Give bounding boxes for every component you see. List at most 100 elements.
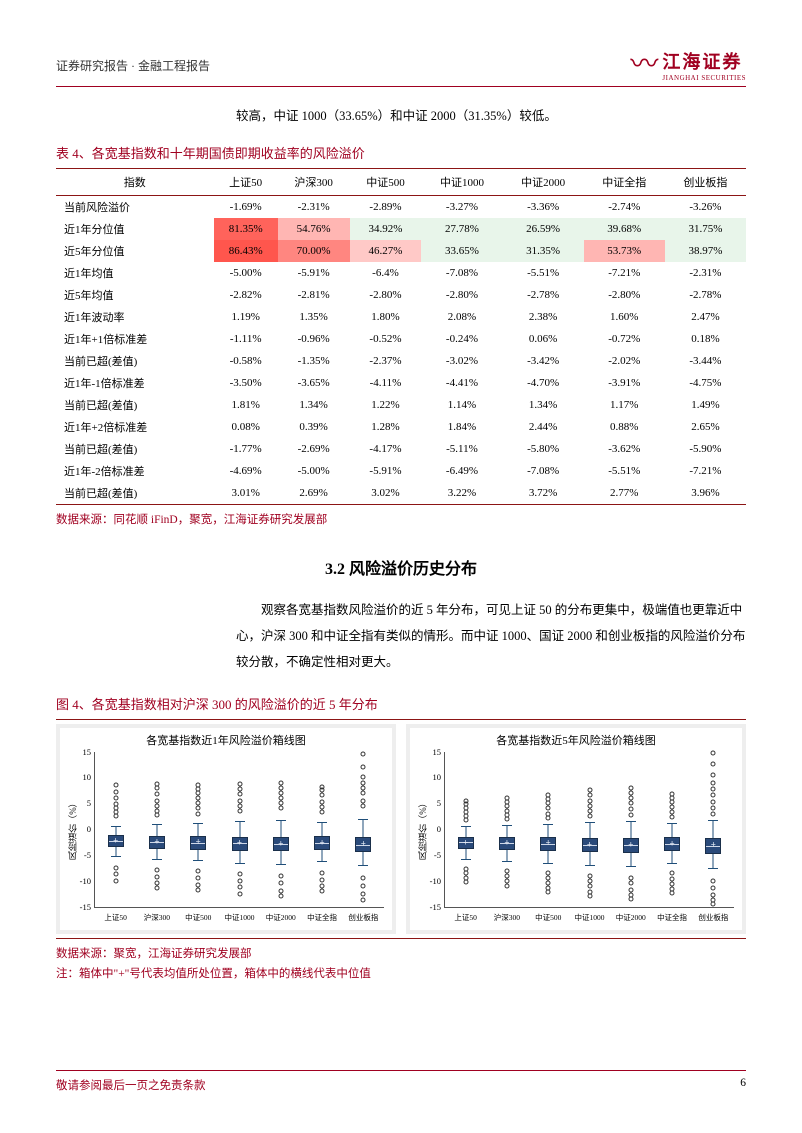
table-header-cell: 中证500 xyxy=(350,168,422,195)
table-row: 当前已超(差值)1.81%1.34%1.22%1.14%1.34%1.17%1.… xyxy=(56,394,746,416)
y-tick-label: 5 xyxy=(65,798,91,808)
table-cell: -0.58% xyxy=(214,350,278,372)
table-row: 近1年分位值81.35%54.76%34.92%27.78%26.59%39.6… xyxy=(56,218,746,240)
logo-swoosh-icon: 〰 xyxy=(630,55,658,75)
box-whisker: + xyxy=(230,752,250,907)
table-cell: -0.52% xyxy=(350,328,422,350)
row-label: 近1年分位值 xyxy=(56,218,214,240)
box-whisker: + xyxy=(147,752,167,907)
table-cell: -7.08% xyxy=(503,460,584,482)
chart-inner-title: 各宽基指数近1年风险溢价箱线图 xyxy=(60,728,392,748)
table-cell: -3.27% xyxy=(421,195,502,218)
table-cell: 1.14% xyxy=(421,394,502,416)
table-cell: 3.01% xyxy=(214,482,278,505)
table-cell: 81.35% xyxy=(214,218,278,240)
table-row: 近1年-1倍标准差-3.50%-3.65%-4.11%-4.41%-4.70%-… xyxy=(56,372,746,394)
box-whisker: + xyxy=(662,752,682,907)
x-tick-label: 中证2000 xyxy=(266,912,296,923)
table-cell: 34.92% xyxy=(350,218,422,240)
table-header-cell: 中证全指 xyxy=(584,168,665,195)
intro-text: 较高，中证 1000（33.65%）和中证 2000（31.35%）较低。 xyxy=(56,105,746,143)
table-cell: 1.81% xyxy=(214,394,278,416)
page-header: 证券研究报告 · 金融工程报告 〰 江海证券 JIANGHAI SECURITI… xyxy=(56,48,746,87)
table-cell: -5.11% xyxy=(421,438,502,460)
box-whisker: + xyxy=(538,752,558,907)
y-tick-label: -15 xyxy=(65,902,91,912)
table-row: 近1年波动率1.19%1.35%1.80%2.08%2.38%1.60%2.47… xyxy=(56,306,746,328)
table-cell: 0.18% xyxy=(665,328,746,350)
table-header-cell: 上证50 xyxy=(214,168,278,195)
table-cell: 1.60% xyxy=(584,306,665,328)
page-number: 6 xyxy=(740,1077,746,1093)
table-cell: -7.08% xyxy=(421,262,502,284)
y-tick-label: 15 xyxy=(415,747,441,757)
table-cell: 3.02% xyxy=(350,482,422,505)
table-cell: 1.28% xyxy=(350,416,422,438)
table-cell: 31.75% xyxy=(665,218,746,240)
table-cell: -3.44% xyxy=(665,350,746,372)
table-cell: 2.77% xyxy=(584,482,665,505)
table-cell: -3.02% xyxy=(421,350,502,372)
table-cell: -2.89% xyxy=(350,195,422,218)
table-cell: -2.37% xyxy=(350,350,422,372)
table-cell: 2.65% xyxy=(665,416,746,438)
table-cell: -4.17% xyxy=(350,438,422,460)
table-cell: 1.34% xyxy=(278,394,350,416)
table-row: 近1年均值-5.00%-5.91%-6.4%-7.08%-5.51%-7.21%… xyxy=(56,262,746,284)
table-cell: 46.27% xyxy=(350,240,422,262)
table-cell: -2.80% xyxy=(584,284,665,306)
table-cell: 2.44% xyxy=(503,416,584,438)
table-cell: -5.91% xyxy=(278,262,350,284)
x-tick-label: 中证全指 xyxy=(307,912,337,923)
table-cell: -0.24% xyxy=(421,328,502,350)
box-whisker: + xyxy=(188,752,208,907)
table-cell: 33.65% xyxy=(421,240,502,262)
row-label: 近1年均值 xyxy=(56,262,214,284)
boxplot-chart: 各宽基指数近1年风险溢价箱线图风险溢价（%）-15-10-5051015上证50… xyxy=(56,724,396,934)
y-tick-label: 10 xyxy=(65,772,91,782)
chart-inner-title: 各宽基指数近5年风险溢价箱线图 xyxy=(410,728,742,748)
risk-premium-table: 指数上证50沪深300中证500中证1000中证2000中证全指创业板指 当前风… xyxy=(56,168,746,505)
table-cell: 54.76% xyxy=(278,218,350,240)
boxplot-chart: 各宽基指数近5年风险溢价箱线图风险溢价（%）-15-10-5051015上证50… xyxy=(406,724,746,934)
table-cell: -2.80% xyxy=(421,284,502,306)
table-cell: 3.22% xyxy=(421,482,502,505)
breadcrumb: 证券研究报告 · 金融工程报告 xyxy=(56,57,210,74)
table-row: 近5年分位值86.43%70.00%46.27%33.65%31.35%53.7… xyxy=(56,240,746,262)
x-tick-label: 中证全指 xyxy=(657,912,687,923)
table-cell: -5.91% xyxy=(350,460,422,482)
table-cell: 70.00% xyxy=(278,240,350,262)
box-whisker: + xyxy=(312,752,332,907)
table-cell: -1.35% xyxy=(278,350,350,372)
table-title: 表 4、各宽基指数和十年期国债即期收益率的风险溢价 xyxy=(56,143,746,162)
table-cell: -5.90% xyxy=(665,438,746,460)
y-tick-label: -10 xyxy=(65,876,91,886)
table-cell: 1.34% xyxy=(503,394,584,416)
table-row: 近1年-2倍标准差-4.69%-5.00%-5.91%-6.49%-7.08%-… xyxy=(56,460,746,482)
box-whisker: + xyxy=(353,752,373,907)
table-cell: 1.17% xyxy=(584,394,665,416)
table-cell: 0.88% xyxy=(584,416,665,438)
table-cell: -2.78% xyxy=(665,284,746,306)
table-cell: 1.49% xyxy=(665,394,746,416)
x-tick-label: 中证1000 xyxy=(575,912,605,923)
y-tick-label: -15 xyxy=(415,902,441,912)
x-tick-label: 沪深300 xyxy=(494,912,520,923)
table-cell: -5.80% xyxy=(503,438,584,460)
table-cell: 53.73% xyxy=(584,240,665,262)
table-row: 当前已超(差值)-0.58%-1.35%-2.37%-3.02%-3.42%-2… xyxy=(56,350,746,372)
plot-area: -15-10-5051015上证50+沪深300+中证500+中证1000+中证… xyxy=(94,752,384,908)
table-cell: -6.49% xyxy=(421,460,502,482)
table-cell: 27.78% xyxy=(421,218,502,240)
row-label: 当前已超(差值) xyxy=(56,350,214,372)
table-cell: 2.69% xyxy=(278,482,350,505)
table-row: 当前已超(差值)3.01%2.69%3.02%3.22%3.72%2.77%3.… xyxy=(56,482,746,505)
table-cell: -3.36% xyxy=(503,195,584,218)
table-cell: -3.42% xyxy=(503,350,584,372)
table-cell: -1.77% xyxy=(214,438,278,460)
table-cell: -7.21% xyxy=(665,460,746,482)
y-tick-label: -10 xyxy=(415,876,441,886)
table-cell: 2.47% xyxy=(665,306,746,328)
row-label: 近1年+2倍标准差 xyxy=(56,416,214,438)
row-label: 近1年-2倍标准差 xyxy=(56,460,214,482)
